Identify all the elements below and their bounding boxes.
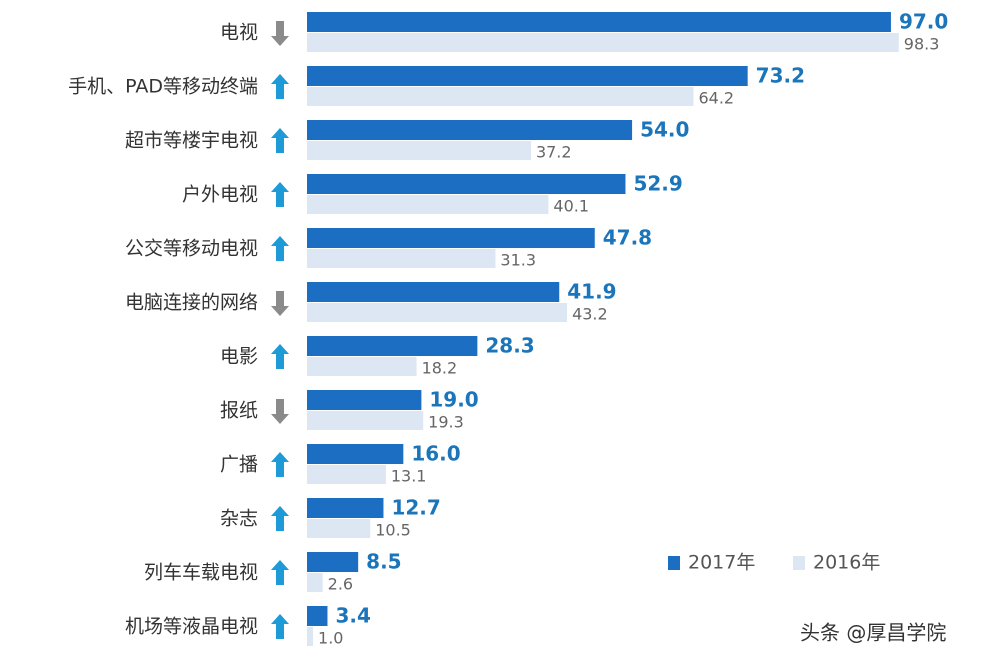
bar [307,66,748,86]
arrow-up [271,614,289,639]
legend-swatch [668,556,680,570]
bar [307,444,404,464]
bar [307,336,478,356]
bar [307,195,549,214]
bar [307,465,386,484]
category-label: 杂志 [220,508,258,530]
category-label: 机场等液晶电视 [125,616,258,638]
value-label: 73.2 [756,64,805,88]
bar [307,498,384,518]
value-label: 16.0 [411,442,460,466]
value-label: 52.9 [633,172,682,196]
value-label: 41.9 [567,280,616,304]
bar [307,411,424,430]
arrow-up [271,344,289,369]
bar [307,12,891,32]
value-label: 54.0 [640,118,689,142]
bar [307,33,899,52]
value-label: 13.1 [391,467,427,486]
value-label: 19.3 [428,413,464,432]
value-label: 47.8 [603,226,652,250]
arrow-down [271,399,289,424]
legend-label: 2016年 [813,552,880,574]
category-label: 户外电视 [182,184,258,206]
value-label: 43.2 [572,305,608,324]
value-label: 12.7 [391,496,440,520]
bar [307,552,359,572]
value-label: 19.0 [429,388,478,412]
value-label: 98.3 [904,35,940,54]
bar [307,87,694,106]
arrow-up [271,74,289,99]
category-label: 手机、PAD等移动终端 [68,76,258,98]
value-label: 18.2 [422,359,458,378]
value-label: 2.6 [328,575,353,594]
arrow-up [271,128,289,153]
bar [307,573,323,592]
bar [307,282,560,302]
category-label: 广播 [220,454,258,476]
legend-label: 2017年 [688,552,755,574]
category-label: 公交等移动电视 [125,238,258,260]
legend-swatch [793,556,805,570]
bar [307,228,595,248]
bar [307,249,496,268]
bar [307,627,314,646]
bar [307,141,531,160]
watermark: 头条 @厚昌学院 [800,621,946,645]
category-label: 超市等楼宇电视 [125,130,258,152]
value-label: 40.1 [553,197,589,216]
bar [307,303,568,322]
bar [307,519,371,538]
category-label: 电视 [220,22,258,44]
arrow-up [271,506,289,531]
category-label: 电影 [220,346,258,368]
arrow-up [271,236,289,261]
category-label: 报纸 [220,400,258,422]
value-label: 31.3 [500,251,536,270]
category-label: 列车车载电视 [144,562,258,584]
bar [307,357,417,376]
value-label: 3.4 [335,604,370,628]
value-label: 37.2 [536,143,572,162]
category-label: 电脑连接的网络 [125,292,258,314]
bar [307,606,328,626]
value-label: 8.5 [366,550,401,574]
arrow-up [271,452,289,477]
bar [307,174,626,194]
value-label: 1.0 [318,629,343,648]
value-label: 28.3 [485,334,534,358]
bar [307,120,633,140]
value-label: 64.2 [698,89,734,108]
arrow-up [271,560,289,585]
value-label: 10.5 [375,521,411,540]
arrow-down [271,291,289,316]
arrow-up [271,182,289,207]
bar [307,390,422,410]
value-label: 97.0 [899,10,948,34]
arrow-down [271,21,289,46]
